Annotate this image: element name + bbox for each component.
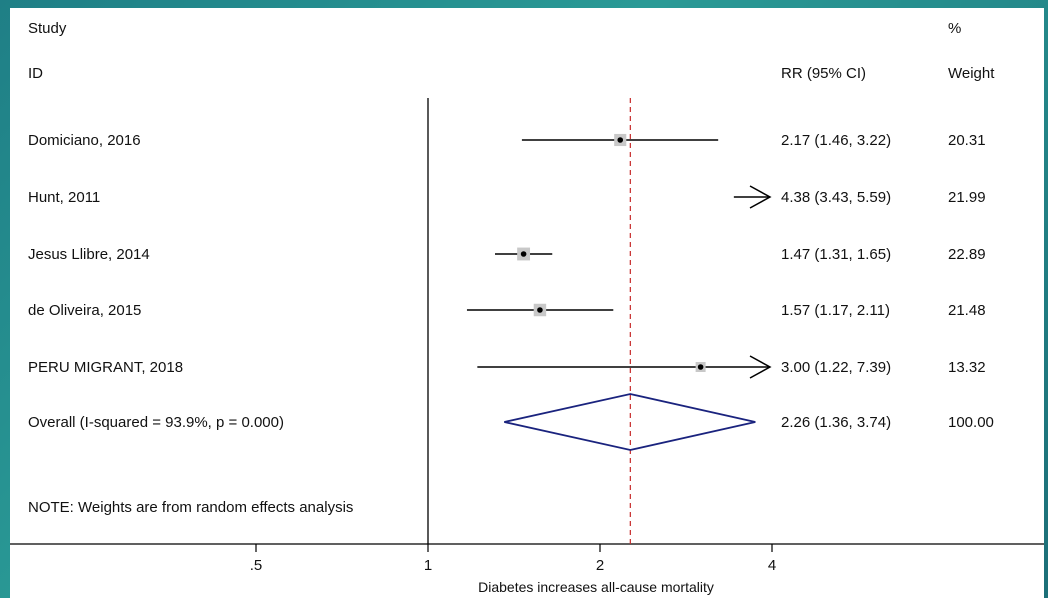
- point-estimate: [697, 364, 704, 370]
- study-rr-ci: 4.38 (3.43, 5.59): [781, 189, 891, 206]
- study-label: Hunt, 2011: [28, 189, 100, 206]
- study-weight: 13.32: [948, 359, 986, 376]
- note-text: NOTE: Weights are from random effects an…: [28, 499, 353, 516]
- study-weight: 20.31: [948, 132, 986, 149]
- study-rr-ci: 1.47 (1.31, 1.65): [781, 246, 891, 263]
- overall-rr-ci: 2.26 (1.36, 3.74): [781, 414, 891, 431]
- overall-diamond: [504, 393, 756, 451]
- study-rr-ci: 2.17 (1.46, 3.22): [781, 132, 891, 149]
- overall-label: Overall (I-squared = 93.9%, p = 0.000): [28, 414, 284, 431]
- x-tick-label: 1: [424, 557, 432, 574]
- overall-weight: 100.00: [948, 414, 994, 431]
- ci-arrow: [749, 185, 772, 209]
- header-rr: RR (95% CI): [781, 65, 866, 82]
- study-label: PERU MIGRANT, 2018: [28, 359, 183, 376]
- x-tick-label: .5: [250, 557, 263, 574]
- header-weight: Weight: [948, 65, 995, 82]
- x-tick-label: 4: [768, 557, 776, 574]
- x-axis-label: Diabetes increases all-cause mortality: [478, 579, 714, 595]
- study-label: Jesus Llibre, 2014: [28, 246, 150, 263]
- point-estimate: [537, 307, 543, 313]
- study-label: de Oliveira, 2015: [28, 302, 141, 319]
- plot-layer: .5 1 2 4 Domiciano, 2016 2.17 (1.46, 3.22) 20.…: [10, 98, 1044, 574]
- study-weight: 21.48: [948, 302, 986, 319]
- point-estimate: [617, 137, 624, 143]
- point-estimate: [520, 251, 527, 257]
- study-rr-ci: 3.00 (1.22, 7.39): [781, 359, 891, 376]
- study-weight: 21.99: [948, 189, 986, 206]
- header-id: ID: [28, 65, 43, 82]
- header-percent: %: [948, 20, 961, 37]
- forest-plot-panel: Study ID RR (95% CI) % Weight NOTE: Weig…: [10, 8, 1044, 598]
- study-rr-ci: 1.57 (1.17, 2.11): [781, 302, 890, 319]
- study-label: Domiciano, 2016: [28, 132, 141, 149]
- forest-plot: Study ID RR (95% CI) % Weight NOTE: Weig…: [10, 20, 1044, 595]
- x-tick-label: 2: [596, 557, 604, 574]
- header-study: Study: [28, 20, 67, 37]
- study-weight: 22.89: [948, 246, 986, 263]
- ci-arrow: [749, 355, 772, 379]
